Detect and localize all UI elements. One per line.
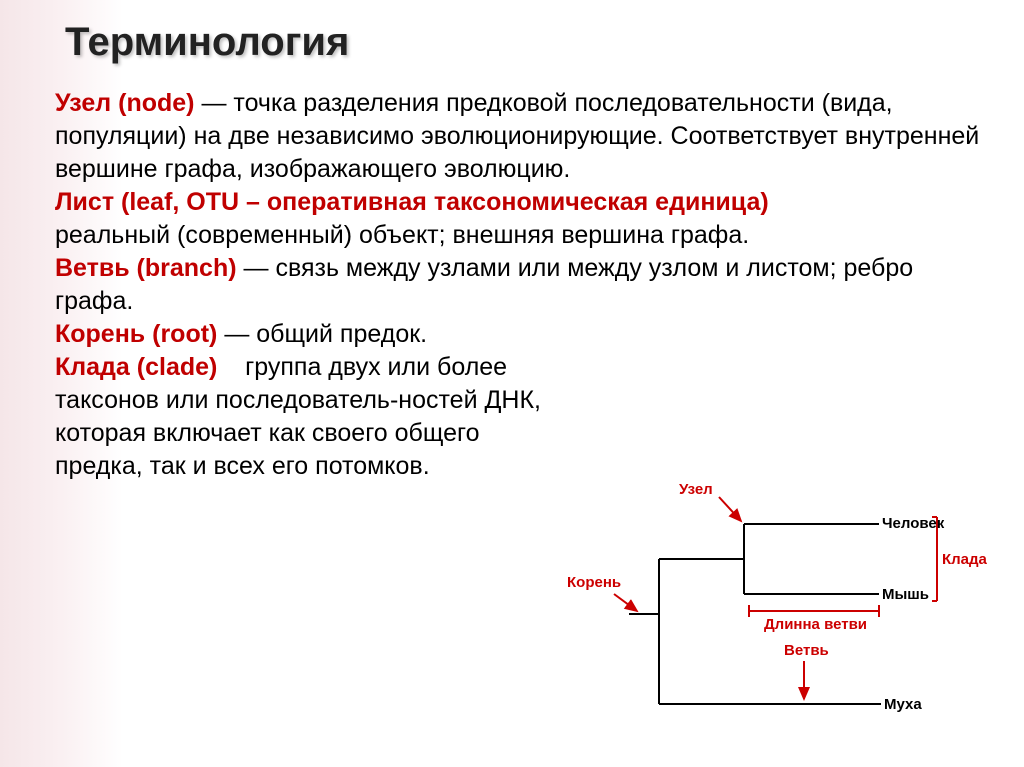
def-clade: Клада (сlade) группа двух или более такс… <box>55 351 555 483</box>
def-leaf: Лист (leaf, ОТU – оперативная таксономич… <box>55 186 994 219</box>
label-mysh: Мышь <box>882 586 929 603</box>
def-branch: Ветвь (branch) — связь между узлами или … <box>55 252 994 318</box>
text-leaf: реальный (современный) объект; внешняя в… <box>55 219 994 252</box>
text-root: — общий предок. <box>217 320 427 348</box>
label-uzel: Узел <box>679 481 713 498</box>
term-node: Узел (node) <box>55 89 195 117</box>
label-dlina: Длинна ветви <box>764 616 867 633</box>
page-title: Терминология <box>65 20 994 65</box>
label-vetv: Ветвь <box>784 642 829 659</box>
text-node: — точка разделения предковой последовате… <box>55 89 979 183</box>
label-klada: Клада <box>942 551 987 568</box>
label-mukha: Муха <box>884 696 922 713</box>
term-clade: Клада (сlade) <box>55 353 217 381</box>
def-root: Корень (root) — общий предок. <box>55 318 994 351</box>
label-chelovek: Человек <box>882 515 944 532</box>
phylo-diagram: Узел Корень Человек Мышь Муха Клада Длин… <box>559 479 979 729</box>
term-root: Корень (root) <box>55 320 217 348</box>
term-leaf: Лист (leaf, ОТU – оперативная таксономич… <box>55 188 769 216</box>
body-text: Узел (node) — точка разделения предковой… <box>55 87 994 483</box>
term-branch: Ветвь (branch) <box>55 254 237 282</box>
label-koren: Корень <box>567 574 621 591</box>
slide: Терминология Узел (node) — точка разделе… <box>0 0 1024 767</box>
def-node: Узел (node) — точка разделения предковой… <box>55 87 994 186</box>
